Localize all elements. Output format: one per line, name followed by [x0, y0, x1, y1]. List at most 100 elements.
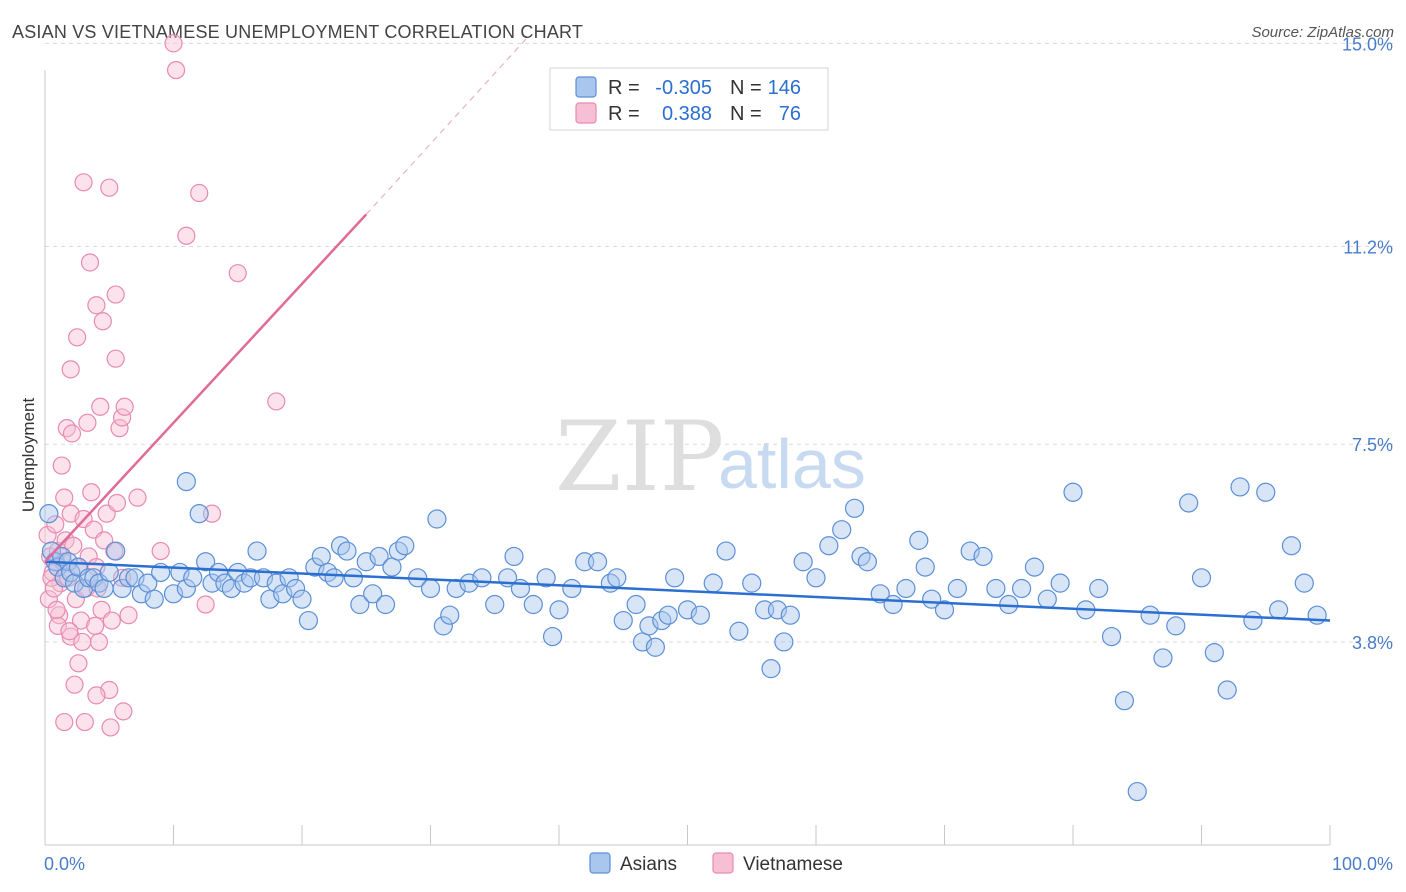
asians-point	[459, 573, 479, 593]
asians-point	[356, 552, 376, 572]
asians-point	[298, 610, 319, 631]
vietnamese-point	[74, 173, 93, 192]
asians-point	[131, 584, 151, 604]
vietnamese-point	[101, 718, 120, 737]
asians-point	[716, 541, 736, 561]
vietnamese-point	[75, 712, 94, 732]
vietnamese-point	[69, 654, 88, 673]
asians-point	[767, 600, 788, 620]
asians-point	[266, 573, 286, 593]
asians-point	[112, 578, 132, 599]
asians-point	[144, 589, 164, 609]
vietnamese-point	[61, 360, 80, 379]
asians-point	[54, 568, 74, 588]
asians-point	[388, 541, 408, 561]
vietnamese-point	[128, 488, 147, 507]
asians-point	[472, 568, 492, 588]
asians-point	[163, 584, 184, 604]
asians-point	[819, 536, 839, 556]
vietnamese-trend-line	[44, 213, 368, 563]
vietnamese-point	[71, 611, 91, 630]
vietnamese-swatch	[575, 102, 597, 124]
watermark-zip: ZIP	[555, 401, 724, 513]
asians-point	[305, 557, 325, 577]
y-tick-label: 11.2%	[1343, 237, 1393, 257]
vietnamese-point	[47, 600, 66, 619]
asians-point	[176, 471, 196, 492]
asians-point	[1294, 573, 1314, 593]
asians-point	[234, 573, 254, 593]
y-axis-label: Unemployment	[19, 398, 38, 513]
asians-point	[369, 546, 389, 567]
vietnamese-point	[82, 483, 101, 502]
vietnamese-point	[115, 397, 134, 416]
asians-point	[420, 578, 441, 599]
asians-point	[549, 600, 569, 620]
asians-point	[395, 536, 415, 556]
asians-point	[665, 568, 685, 588]
asians-point	[1191, 568, 1212, 588]
x-ticks	[44, 825, 1331, 845]
asians-point	[1230, 477, 1250, 497]
asians-point	[639, 616, 659, 636]
vietnamese-n-value: 76	[779, 103, 801, 125]
asians-point	[1011, 578, 1032, 599]
asians-point	[1037, 589, 1057, 609]
vietnamese-point	[107, 493, 127, 513]
asians-point	[292, 589, 312, 609]
asians-point	[337, 541, 357, 561]
vietnamese-point	[78, 413, 97, 432]
asians-point	[285, 578, 306, 599]
vietnamese-point	[164, 34, 183, 53]
asians-point	[658, 605, 678, 625]
asians-point	[318, 562, 338, 583]
asians-point	[485, 594, 505, 615]
vietnamese-point	[89, 632, 109, 652]
vietnamese-point	[52, 456, 71, 475]
asians-point	[1024, 557, 1045, 577]
vietnamese-point	[151, 541, 170, 561]
asians-point	[960, 541, 980, 561]
asians-point	[79, 568, 99, 588]
asians-points	[39, 471, 1327, 802]
legend-asians-label: Asians	[620, 854, 677, 875]
asians-point	[844, 498, 865, 518]
asians-point	[896, 578, 916, 599]
asians-point	[729, 621, 749, 641]
vietnamese-point	[119, 606, 138, 625]
asians-point	[607, 568, 627, 588]
vietnamese-point	[60, 622, 79, 641]
chart-title: ASIAN VS VIETNAMESE UNEMPLOYMENT CORRELA…	[12, 22, 584, 42]
asians-point	[433, 616, 453, 636]
vietnamese-point	[110, 419, 129, 438]
vietnamese-point	[46, 515, 65, 534]
vietnamese-trend-extension	[365, 37, 528, 215]
asians-n-label: N =	[730, 77, 762, 99]
asians-point	[52, 546, 72, 567]
vietnamese-point	[196, 595, 215, 614]
asians-point	[183, 568, 203, 588]
gridlines	[45, 42, 1395, 643]
asians-n-value: 146	[768, 77, 801, 99]
asians-point	[562, 578, 582, 599]
vietnamese-point	[112, 408, 132, 427]
asians-point	[1256, 482, 1276, 502]
vietnamese-point	[87, 686, 106, 705]
asians-point	[947, 578, 967, 599]
vietnamese-point	[87, 296, 106, 315]
asians-point	[343, 568, 363, 588]
vietnamese-point	[65, 675, 84, 694]
asians-point	[523, 594, 543, 615]
vietnamese-point	[55, 712, 74, 732]
asians-point	[774, 632, 794, 652]
vietnamese-point	[114, 702, 133, 721]
asians-point	[350, 594, 370, 615]
asians-point	[504, 546, 524, 567]
asians-point	[176, 578, 196, 599]
vietnamese-point	[166, 60, 186, 80]
asians-point	[542, 626, 563, 647]
asians-point	[1140, 605, 1160, 625]
asians-point	[832, 520, 852, 540]
asians-point	[94, 578, 114, 599]
asians-point	[793, 552, 813, 572]
